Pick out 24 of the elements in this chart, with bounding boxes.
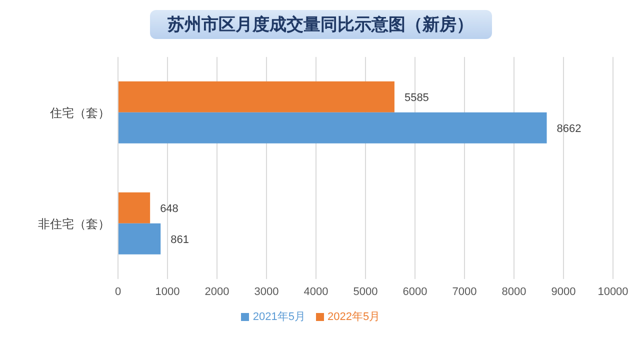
legend-label: 2022年5月 [328, 311, 380, 323]
y-tick-label: 住宅（套） [49, 106, 110, 120]
data-label: 648 [160, 202, 178, 215]
bar [118, 192, 150, 224]
x-tick-label: 2000 [204, 286, 230, 298]
bar [118, 112, 547, 144]
x-tick-label: 3000 [254, 286, 279, 298]
y-tick-label: 非住宅（套） [38, 216, 110, 231]
x-tick-label: 7000 [452, 286, 477, 298]
chart-title: 苏州市区月度成交量同比示意图（新房） [150, 10, 492, 39]
x-tick-label: 6000 [402, 286, 428, 298]
legend-label: 2021年5月 [252, 311, 306, 323]
x-tick-label: 4000 [304, 286, 328, 298]
x-tick-label: 5000 [353, 286, 378, 298]
data-label: 8662 [556, 122, 582, 135]
x-tick-label: 0 [114, 286, 122, 298]
bar [118, 223, 161, 254]
x-tick-label: 10000 [598, 286, 628, 298]
x-tick-label: 9000 [551, 286, 576, 298]
data-label: 861 [170, 234, 189, 246]
bar [118, 81, 394, 112]
x-tick-label: 1000 [155, 286, 180, 298]
data-label: 5585 [404, 92, 429, 104]
x-tick-label: 8000 [502, 286, 526, 298]
